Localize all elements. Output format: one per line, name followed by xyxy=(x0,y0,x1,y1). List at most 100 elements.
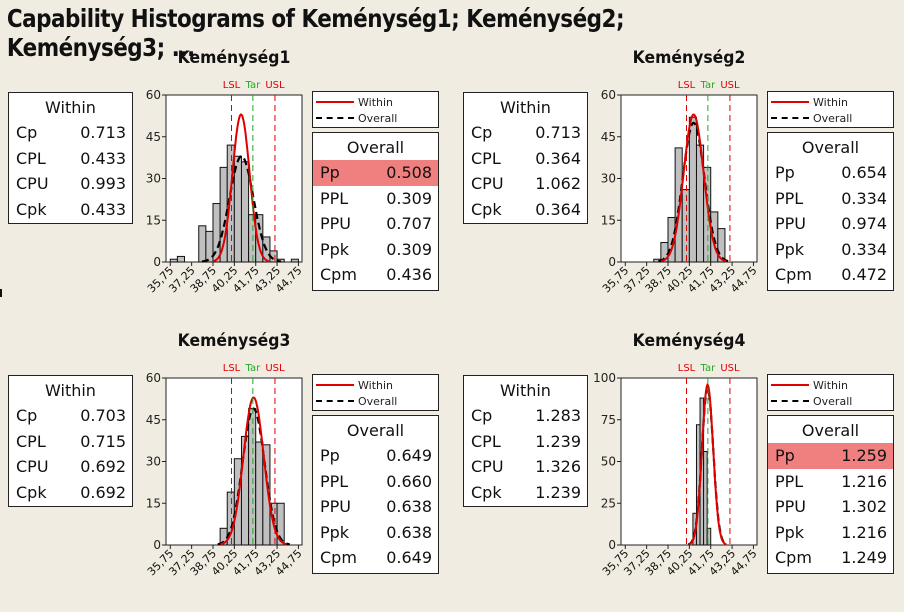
stat-label: CPL xyxy=(471,148,501,168)
stat-row: CPL 0.433 xyxy=(9,146,132,172)
legend-label: Within xyxy=(358,95,394,109)
legend-label: Overall xyxy=(358,394,398,408)
legend-item-within: Within xyxy=(768,377,893,393)
stat-value: 0.638 xyxy=(386,522,432,542)
histogram-bar xyxy=(198,225,207,263)
stat-row: Cp 0.703 xyxy=(9,403,132,429)
stat-row: Pp 0.649 xyxy=(313,443,438,469)
stat-value: 0.703 xyxy=(80,406,126,425)
y-tick-label: 30 xyxy=(601,172,616,186)
stat-value: 0.692 xyxy=(80,482,126,502)
within-stats-box: Within Cp 0.713 CPL 0.364 CPU 1.062 Cpk 0.364 xyxy=(463,92,588,224)
within-stats-box: Within Cp 0.713 CPL 0.433 CPU 0.993 Cpk 0.433 xyxy=(8,92,133,224)
within-curve xyxy=(660,113,727,263)
stat-row: PPL 0.334 xyxy=(768,186,893,212)
stat-value: 0.649 xyxy=(386,446,432,465)
y-tick-label: 100 xyxy=(593,371,616,385)
stat-label: CPU xyxy=(471,174,504,194)
main-title: Capability Histograms of Keménység1; Kem… xyxy=(6,4,625,62)
stat-row: Cpk 1.239 xyxy=(464,480,587,506)
y-tick-label: 60 xyxy=(601,88,616,102)
legend-item-overall: Overall xyxy=(313,393,438,409)
histogram-chart: LSL Tar USL01530456035,7537,2538,7540,2541… xyxy=(145,363,305,578)
panel-title: Keménység2 xyxy=(632,48,746,68)
stat-row: Cpm 0.472 xyxy=(768,262,893,288)
stat-label: Cpk xyxy=(471,199,502,219)
overall-stats-header: Overall xyxy=(346,421,405,440)
capability-panel: Keménység4 Within Cp 1.283 CPL 1.239 CPU 1.326 C… xyxy=(455,328,904,612)
stat-label: Ppk xyxy=(775,239,805,259)
stat-label: CPU xyxy=(471,457,504,477)
stat-row: CPL 0.715 xyxy=(9,429,132,455)
y-tick-label: 0 xyxy=(153,538,161,552)
legend-label: Within xyxy=(813,378,849,392)
stat-value: 1.283 xyxy=(535,406,581,425)
histogram-bar xyxy=(717,228,726,263)
histogram-bar xyxy=(706,527,712,546)
y-tick-label: 45 xyxy=(146,413,161,427)
stat-label: Cpm xyxy=(320,265,357,285)
stat-value: 0.660 xyxy=(386,471,432,491)
histogram-bar xyxy=(169,258,178,263)
overall-stats-box: Overall Pp 1.259 PPL 1.216 PPU 1.302 Ppk 1.216 Cp… xyxy=(767,415,894,574)
stat-row: Cp 0.713 xyxy=(464,120,587,146)
stat-label: PPL xyxy=(320,471,349,491)
target-label: Tar xyxy=(245,80,262,91)
target-label: Tar xyxy=(700,363,717,374)
within-stats-header: Within xyxy=(500,381,551,400)
stat-value: 1.249 xyxy=(841,548,887,568)
overall-stats-header: Overall xyxy=(801,138,860,157)
stat-row: PPU 1.302 xyxy=(768,494,893,520)
histogram-bar xyxy=(248,408,257,546)
y-tick-label: 45 xyxy=(601,130,616,144)
histogram-bar xyxy=(276,502,285,546)
stat-label: Cp xyxy=(16,406,38,425)
stat-label: PPU xyxy=(320,214,352,234)
within-stats-box: Within Cp 1.283 CPL 1.239 CPU 1.326 Cpk 1.239 xyxy=(463,375,588,507)
y-tick-label: 45 xyxy=(146,130,161,144)
stat-value: 0.436 xyxy=(386,265,432,285)
stat-label: Ppk xyxy=(775,522,805,542)
stat-value: 0.692 xyxy=(80,457,126,477)
panel-title: Keménység1 xyxy=(177,48,291,68)
stat-label: Cp xyxy=(471,406,493,425)
stat-value: 1.259 xyxy=(841,446,887,465)
stat-row: CPU 1.326 xyxy=(464,454,587,480)
panel-title: Keménység4 xyxy=(632,331,746,351)
lsl-label: LSL xyxy=(678,80,696,91)
window-edge-mark xyxy=(0,289,2,297)
stat-row: PPU 0.974 xyxy=(768,211,893,237)
stat-value: 1.062 xyxy=(535,174,581,194)
stat-label: Cpm xyxy=(320,548,357,568)
stat-value: 1.216 xyxy=(841,471,887,491)
stat-value: 1.326 xyxy=(535,457,581,477)
stat-label: PPL xyxy=(775,471,804,491)
stat-row: Cpk 0.433 xyxy=(9,197,132,223)
stat-row: Ppk 0.638 xyxy=(313,520,438,546)
within-curve xyxy=(212,113,269,263)
stat-label: Cpm xyxy=(775,265,812,285)
stat-row: CPU 0.692 xyxy=(9,454,132,480)
legend: Within Overall xyxy=(312,91,439,128)
usl-label: USL xyxy=(720,80,740,91)
y-tick-label: 15 xyxy=(146,213,161,227)
legend-item-overall: Overall xyxy=(768,393,893,409)
y-tick-label: 50 xyxy=(601,455,616,469)
stat-row: Cpm 0.649 xyxy=(313,545,438,571)
stat-label: Pp xyxy=(320,446,340,465)
stat-row: Cpk 0.364 xyxy=(464,197,587,223)
stat-row-highlighted: Pp 1.259 xyxy=(768,443,893,469)
histogram-bar xyxy=(205,230,214,263)
overall-stats-box: Overall Pp 0.654 PPL 0.334 PPU 0.974 Ppk 0.334 Cp… xyxy=(767,132,894,291)
stat-value: 1.239 xyxy=(535,482,581,502)
stat-value: 0.707 xyxy=(386,214,432,234)
stat-value: 0.713 xyxy=(535,123,581,142)
overall-stats-box: Overall Pp 0.508 PPL 0.309 PPU 0.707 Ppk 0.309 Cp… xyxy=(312,132,439,291)
capability-panel: Keménység3 Within Cp 0.703 CPL 0.715 CPU 0.692 C… xyxy=(0,328,452,612)
stat-label: Cpk xyxy=(471,482,502,502)
legend-item-within: Within xyxy=(313,377,438,393)
legend-item-overall: Overall xyxy=(313,110,438,126)
stat-value: 0.334 xyxy=(841,188,887,208)
stat-label: Ppk xyxy=(320,239,350,259)
histogram-bar xyxy=(290,258,299,263)
